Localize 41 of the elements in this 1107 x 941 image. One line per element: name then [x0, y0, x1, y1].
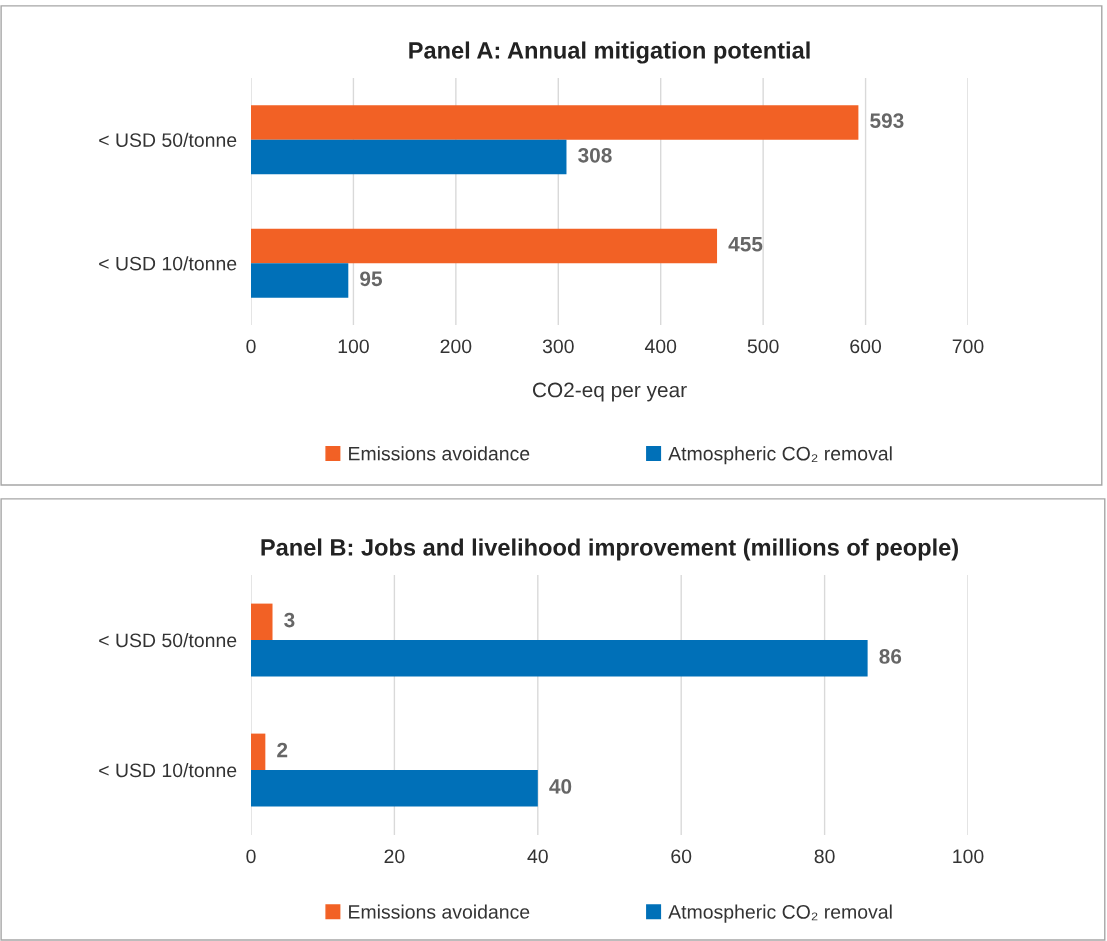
data-label: 3	[284, 612, 295, 628]
x-tick-label: 300	[542, 339, 574, 354]
bar	[251, 770, 538, 807]
x-axis-title: CO2-eq per year	[532, 382, 687, 402]
chart-title: Panel A: Annual mitigation potential	[409, 41, 810, 64]
x-tick-label: 40	[527, 849, 548, 864]
bar	[251, 105, 859, 140]
bar	[251, 733, 266, 770]
x-tick-label: 100	[338, 339, 369, 354]
x-tick-label: 20	[384, 849, 405, 864]
x-tick-label: 0	[246, 339, 256, 354]
data-label: 86	[879, 649, 902, 664]
chart-title: Panel B: Jobs and livelihood improvement (millions of people)	[261, 538, 958, 561]
x-tick-label: 700	[952, 339, 984, 354]
x-tick-label: 500	[747, 339, 779, 354]
bar	[251, 228, 718, 264]
x-tick-label: 100	[953, 849, 984, 864]
x-tick-label: 200	[440, 339, 472, 354]
x-tick-label: 80	[814, 849, 835, 864]
y-tick-label: < USD 10/tonne	[99, 256, 237, 271]
data-label: 308	[578, 147, 612, 163]
data-label: 40	[549, 779, 572, 794]
data-label: 593	[870, 113, 904, 129]
x-tick-label: 400	[644, 339, 677, 354]
data-label: 455	[728, 237, 763, 252]
x-tick-label: 600	[850, 339, 882, 354]
bar	[251, 139, 567, 175]
data-label: 95	[360, 271, 383, 287]
y-tick-label: < USD 50/tonne	[99, 632, 237, 648]
y-tick-label: < USD 10/tonne	[99, 762, 237, 778]
legend-label: Atmospheric CO₂ removal	[668, 904, 892, 923]
bar	[251, 603, 273, 640]
y-tick-label: < USD 50/tonne	[99, 132, 237, 147]
data-label: 2	[277, 742, 288, 758]
x-tick-label: 0	[246, 849, 256, 864]
legend-label: Emissions avoidance	[349, 446, 530, 461]
x-tick-label: 60	[671, 849, 692, 864]
bar	[251, 263, 349, 298]
legend-label: Emissions avoidance	[349, 904, 530, 919]
legend-label: Atmospheric CO₂ removal	[668, 446, 892, 465]
bar	[251, 640, 868, 677]
